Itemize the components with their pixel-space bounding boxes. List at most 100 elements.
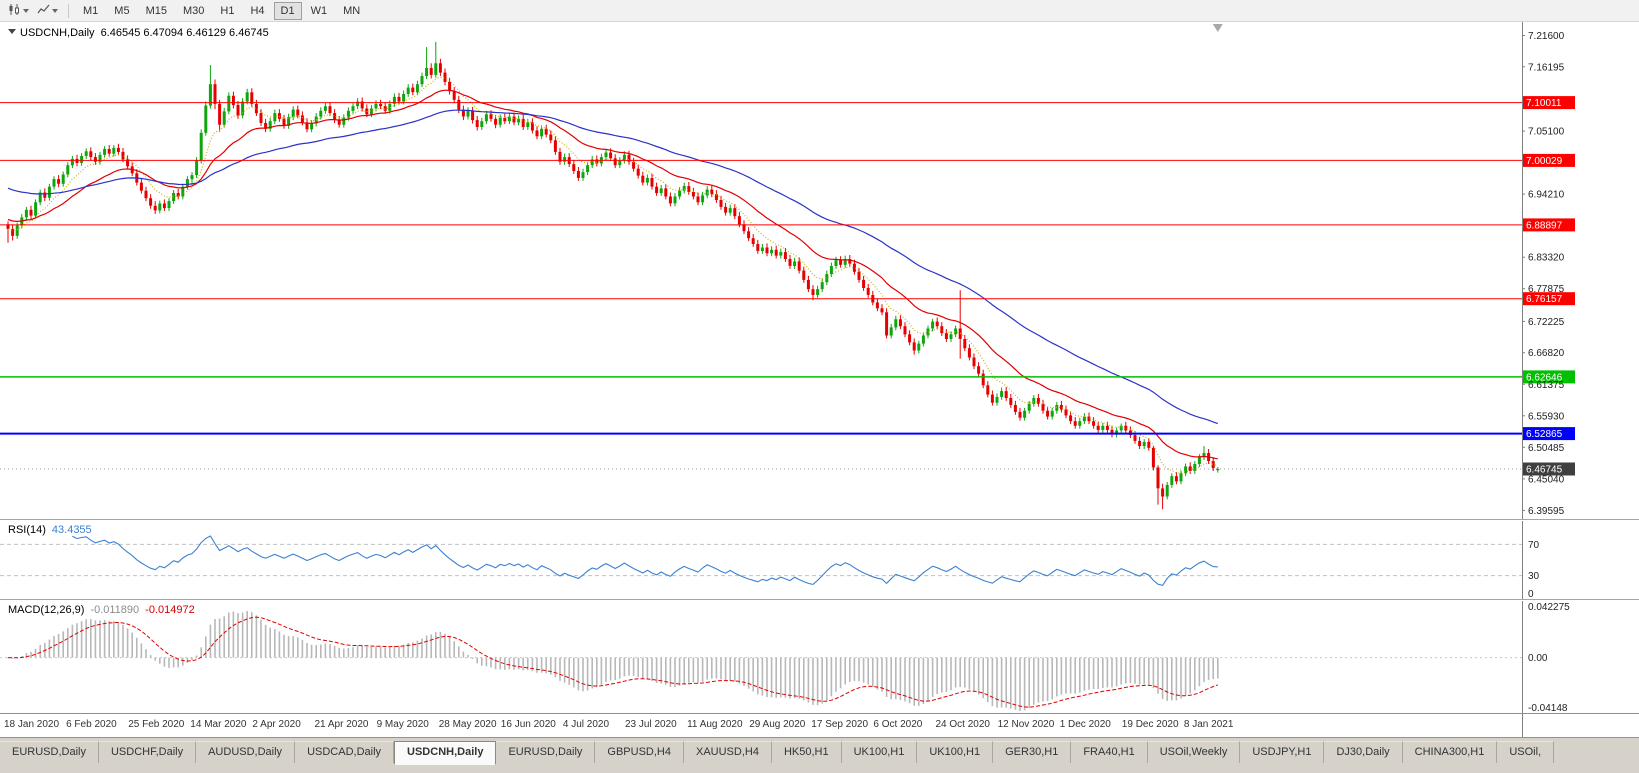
hline-price-badge: 6.88897 [1526, 220, 1563, 231]
macd-signal-line [7, 616, 1218, 708]
chart-tab-FRA40-H1[interactable]: FRA40,H1 [1071, 741, 1148, 763]
hline-price-badge: 6.52865 [1526, 429, 1563, 440]
rsi-axis-label: 70 [1528, 540, 1540, 551]
candles [6, 41, 1220, 510]
chart-tab-EURUSD-Daily[interactable]: EURUSD,Daily [496, 741, 596, 763]
chart-shift-marker[interactable] [1212, 24, 1223, 32]
chart-tab-UK100-H1[interactable]: UK100,H1 [841, 741, 918, 763]
price-tick-label: 6.39595 [1528, 506, 1565, 517]
current-price-badge: 6.46745 [1526, 465, 1563, 476]
panel-separator[interactable] [0, 599, 1639, 601]
axis-separator [1522, 714, 1523, 738]
date-axis-label: 8 Jan 2021 [1183, 719, 1234, 730]
date-axis-label: 25 Feb 2020 [128, 719, 185, 730]
macd-signal-value: -0.014972 [145, 604, 195, 616]
macd-main-value: -0.011890 [90, 604, 140, 616]
date-axis-label: 1 Dec 2020 [1059, 719, 1111, 730]
ma-line-21 [7, 89, 1218, 460]
price-tick-label: 6.61375 [1528, 380, 1565, 391]
date-axis-label: 17 Sep 2020 [811, 719, 869, 730]
price-tick-label: 6.77875 [1528, 284, 1565, 295]
hline-price-badge: 7.00029 [1526, 156, 1563, 167]
timeframe-row: M1 M5 M15 M30 H1 H4 D1 W1 MN [75, 1, 368, 20]
rsi-canvas[interactable]: 70 30 0 [0, 521, 1639, 599]
macd-name: MACD(12,26,9) [8, 604, 85, 616]
date-axis-label: 28 May 2020 [438, 719, 497, 730]
chart-tab-DJ30-Daily[interactable]: DJ30,Daily [1324, 741, 1403, 763]
timeframe-button-M15[interactable]: M15 [139, 2, 174, 20]
timeframe-button-H1[interactable]: H1 [213, 2, 241, 20]
macd-axis-label: 0.00 [1528, 653, 1548, 664]
timeframe-button-W1[interactable]: W1 [304, 2, 335, 20]
rsi-value: 43.4355 [51, 524, 92, 536]
hline-price-badge: 7.10011 [1526, 98, 1562, 109]
chart-tab-USDJPY-H1[interactable]: USDJPY,H1 [1240, 741, 1325, 763]
price-tick-label: 6.55930 [1528, 411, 1565, 422]
date-axis-label: 9 May 2020 [376, 719, 429, 730]
price-tick-label: 6.45040 [1528, 474, 1565, 485]
toolbar: M1 M5 M15 M30 H1 H4 D1 W1 MN [0, 0, 1639, 22]
chart-tab-USOil-[interactable]: USOil, [1497, 741, 1555, 763]
timeframe-button-MN[interactable]: MN [336, 2, 367, 20]
date-axis-label: 4 Jul 2020 [562, 719, 610, 730]
price-tick-label: 6.83320 [1528, 253, 1565, 264]
timeframe-button-M1[interactable]: M1 [76, 2, 105, 20]
chart-tab-GBPUSD-H4[interactable]: GBPUSD,H4 [595, 741, 684, 763]
chart-tab-CHINA300-H1[interactable]: CHINA300,H1 [1402, 741, 1498, 763]
price-tick-label: 7.16195 [1528, 62, 1565, 73]
macd-histogram [7, 611, 1219, 711]
price-tick-label: 7.21600 [1528, 31, 1565, 42]
chart-tab-AUDUSD-Daily[interactable]: AUDUSD,Daily [196, 741, 296, 763]
chevron-down-icon [52, 9, 58, 16]
ma-line-55 [7, 109, 1219, 425]
chart-title: USDCNH,Daily 6.46545 6.47094 6.46129 6.46… [8, 27, 269, 39]
price-tick-label: 7.05100 [1528, 127, 1565, 138]
panel-separator[interactable] [0, 519, 1639, 521]
chart-tab-USOil-Weekly[interactable]: USOil,Weekly [1147, 741, 1241, 763]
chart-tab-EURUSD-Daily[interactable]: EURUSD,Daily [0, 741, 99, 763]
price-tick-label: 6.72225 [1528, 317, 1565, 328]
date-axis-label: 24 Oct 2020 [935, 719, 990, 730]
timeframe-button-H4[interactable]: H4 [243, 2, 271, 20]
date-axis-label: 16 Jun 2020 [500, 719, 556, 730]
ma-line-8 [7, 76, 1218, 474]
macd-axis-label: -0.04148 [1528, 703, 1568, 713]
line-chart-button[interactable] [33, 1, 62, 21]
chart-tab-HK50-H1[interactable]: HK50,H1 [771, 741, 842, 763]
chart-ohlc-values: 6.46545 6.47094 6.46129 6.46745 [100, 27, 269, 39]
timeframe-button-M30[interactable]: M30 [176, 2, 211, 20]
timeframe-button-D1[interactable]: D1 [273, 1, 302, 20]
price-tick-label: 6.66820 [1528, 348, 1565, 359]
rsi-axis-label: 0 [1528, 589, 1534, 599]
chart-tab-USDCHF-Daily[interactable]: USDCHF,Daily [98, 741, 197, 763]
macd-canvas[interactable]: 0.042275 0.00 -0.04148 [0, 601, 1639, 713]
date-axis-label: 21 Apr 2020 [314, 719, 369, 730]
date-axis-label: 2 Apr 2020 [252, 719, 301, 730]
date-axis-label: 12 Nov 2020 [997, 719, 1055, 730]
date-axis-label: 14 Mar 2020 [190, 719, 247, 730]
date-axis-label: 6 Oct 2020 [873, 719, 923, 730]
timeframe-button-M5[interactable]: M5 [107, 2, 136, 20]
toolbar-separator [68, 3, 69, 18]
date-axis[interactable]: 18 Jan 2020 6 Feb 2020 25 Feb 2020 14 Mar 2… [0, 713, 1639, 738]
macd-axis-label: 0.042275 [1528, 602, 1570, 613]
candlestick-chart-icon [8, 3, 21, 19]
hline-price-badge: 6.76157 [1526, 294, 1563, 305]
main-chart-canvas[interactable]: 7.10011 7.00029 6.88897 6.76157 6.62646 6.528… [0, 22, 1639, 519]
chart-tab-UK100-H1[interactable]: UK100,H1 [917, 741, 994, 763]
rsi-name: RSI(14) [8, 524, 46, 536]
rsi-label: RSI(14) 43.4355 [8, 524, 92, 536]
date-axis-label: 11 Aug 2020 [687, 719, 743, 730]
chart-tab-GER30-H1[interactable]: GER30,H1 [993, 741, 1072, 763]
chart-type-button[interactable] [4, 1, 33, 21]
date-axis-label: 18 Jan 2020 [4, 719, 60, 730]
hline-price-badge: 6.62646 [1526, 372, 1563, 383]
chart-tab-XAUUSD-H4[interactable]: XAUUSD,H4 [683, 741, 772, 763]
chart-tab-USDCAD-Daily[interactable]: USDCAD,Daily [295, 741, 395, 763]
price-tick-label: 6.50485 [1528, 443, 1565, 454]
chart-tab-USDCNH-Daily[interactable]: USDCNH,Daily [394, 741, 497, 765]
macd-label: MACD(12,26,9) -0.011890 -0.014972 [8, 604, 195, 616]
price-tick-label: 6.94210 [1528, 190, 1565, 201]
symbol-marker-icon [8, 28, 16, 38]
